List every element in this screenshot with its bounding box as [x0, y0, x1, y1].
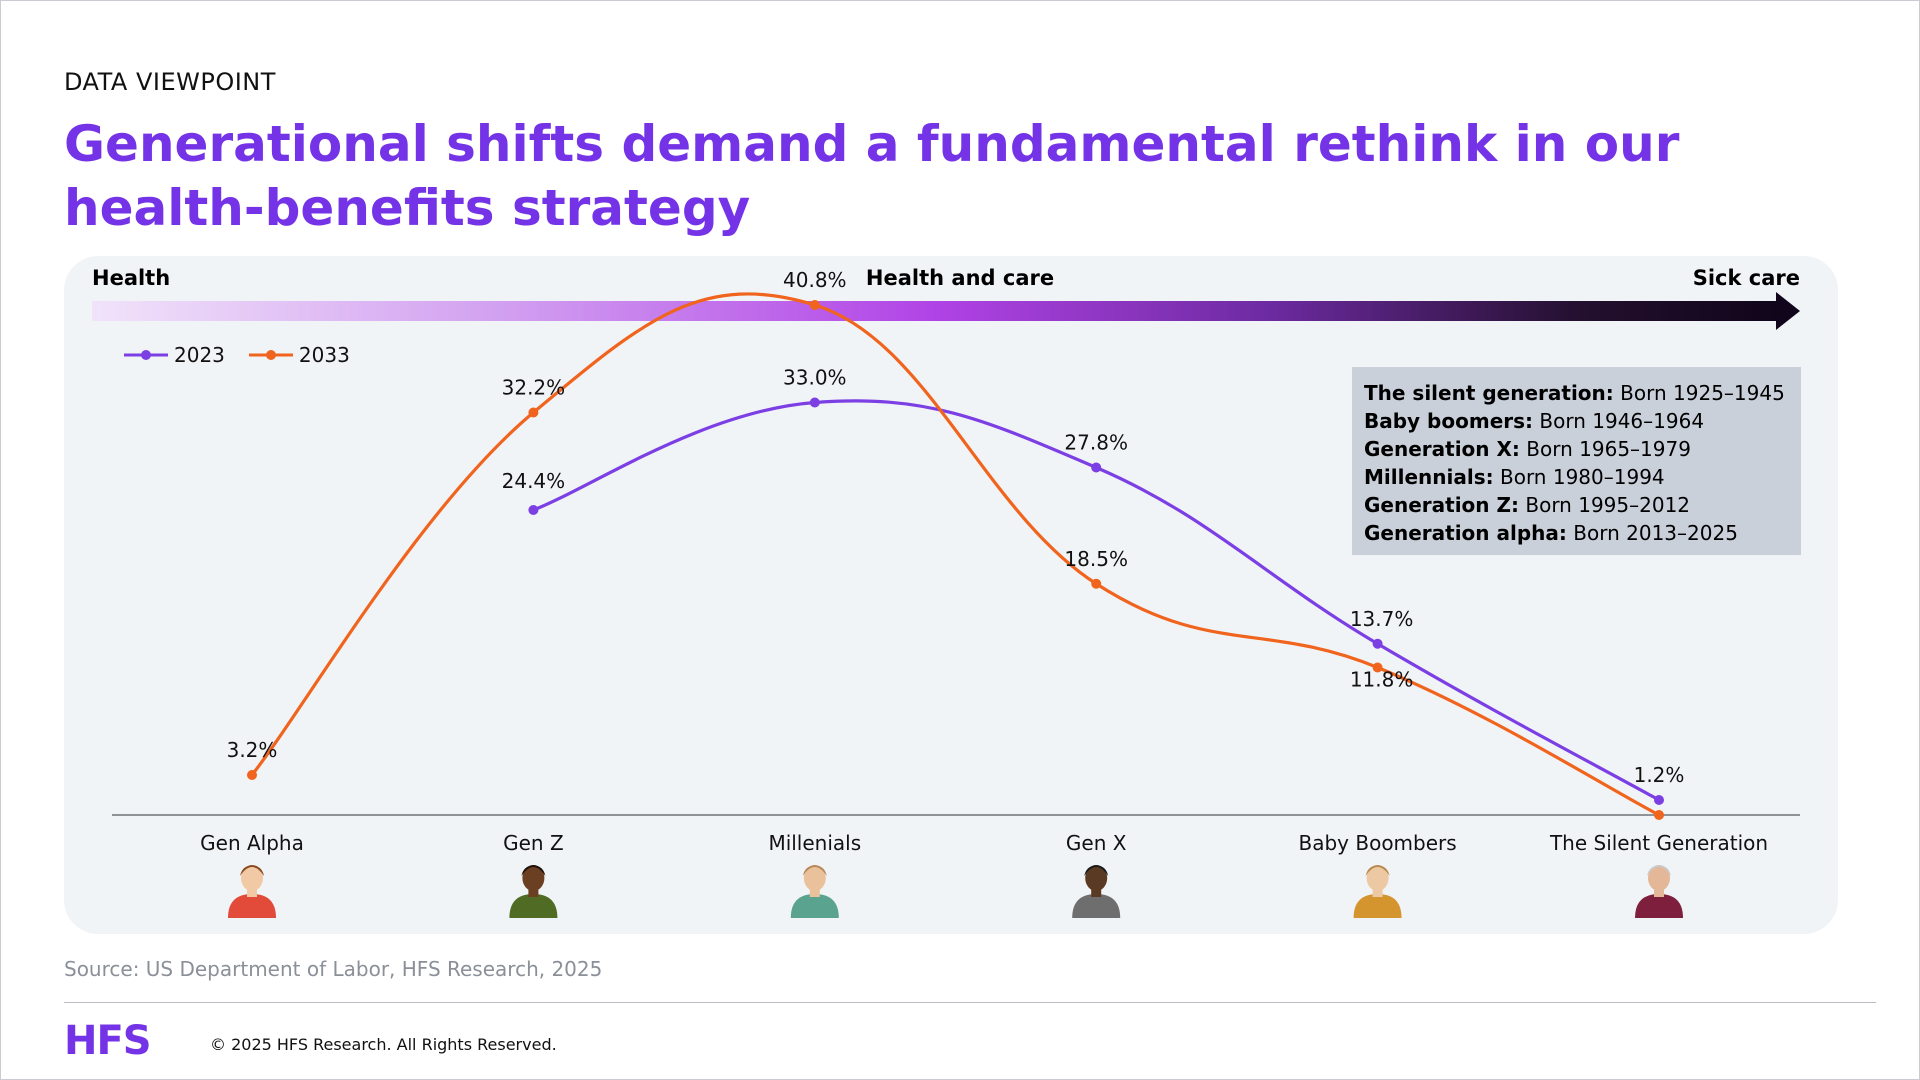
arrow-right-icon [1776, 292, 1800, 330]
definition-row: Millennials: Born 1980–1994 [1364, 463, 1789, 491]
definition-label: The silent generation: [1364, 381, 1614, 405]
bearded-man-avatar-icon [790, 865, 839, 918]
definition-text: Born 1925–1945 [1613, 381, 1785, 405]
data-label-2023: 27.8% [1064, 431, 1128, 455]
legend-item-2033: 2033 [248, 343, 350, 367]
x-tick-label: The Silent Generation [1549, 831, 1768, 855]
woman-in-jacket-avatar-icon [1353, 865, 1402, 918]
elderly-man-avatar-icon [1635, 865, 1683, 918]
scale-label-health-and-care: Health and care [865, 266, 1055, 290]
data-point-2023 [1654, 795, 1664, 805]
legend-label-2033: 2033 [298, 343, 350, 367]
data-label-2033: 18.5% [1064, 547, 1128, 571]
data-label-2033: 11.8% [1350, 668, 1414, 692]
data-label-2033: 3.2% [227, 738, 278, 762]
data-point-2033 [1372, 662, 1383, 673]
generation-definitions-box: The silent generation: Born 1925–1945 Ba… [1352, 367, 1801, 555]
x-tick-label: Baby Boombers [1299, 831, 1457, 855]
data-point-2033 [1091, 578, 1102, 589]
definition-row: Generation Z: Born 1995–2012 [1364, 491, 1789, 519]
chart-legend: 2023 2033 [124, 343, 350, 367]
definition-label: Millennials: [1364, 465, 1494, 489]
series-line-2023 [531, 399, 1661, 802]
data-label-2023: 1.2% [1634, 763, 1685, 787]
definition-row: Generation X: Born 1965–1979 [1364, 435, 1789, 463]
definition-text: Born 1995–2012 [1519, 493, 1691, 517]
data-point-2023 [809, 397, 820, 408]
definition-label: Generation alpha: [1364, 521, 1567, 545]
data-label-2033: 32.2% [502, 376, 566, 400]
data-point-2023 [1372, 638, 1383, 649]
footer-divider [64, 1002, 1876, 1003]
data-point-2023 [1091, 462, 1102, 473]
definition-label: Baby boomers: [1364, 409, 1534, 433]
data-label-2023: 33.0% [783, 366, 847, 390]
data-label-2033: 40.8% [783, 268, 847, 292]
eyebrow-label: DATA VIEWPOINT [64, 68, 276, 96]
definition-label: Generation X: [1364, 437, 1520, 461]
legend-swatch-2033 [248, 350, 293, 360]
definition-text: Born 1946–1964 [1533, 409, 1705, 433]
x-tick-label: Gen Z [503, 831, 564, 855]
legend-item-2023: 2023 [124, 343, 225, 367]
legend-label-2023: 2023 [174, 343, 225, 367]
x-tick-label: Gen X [1066, 831, 1127, 855]
data-label-2023: 24.4% [502, 469, 566, 493]
x-tick-label: Millenials [768, 831, 861, 855]
definition-row: The silent generation: Born 1925–1945 [1364, 379, 1789, 407]
data-point-2033 [809, 300, 820, 310]
definition-label: Generation Z: [1364, 493, 1519, 517]
definition-row: Baby boomers: Born 1946–1964 [1364, 407, 1789, 435]
definition-text: Born 1980–1994 [1493, 465, 1665, 489]
young-person-avatar-icon [509, 865, 558, 918]
data-point-2023 [528, 505, 539, 515]
series-line-2033 [250, 292, 1661, 817]
scale-label-sick-care: Sick care [1692, 266, 1800, 290]
data-point-2033 [1654, 810, 1664, 820]
scale-label-health: Health [92, 266, 171, 290]
definition-text: Born 2013–2025 [1566, 521, 1738, 545]
data-point-2033 [247, 770, 257, 780]
source-note: Source: US Department of Labor, HFS Rese… [64, 957, 603, 981]
child-avatar-icon [228, 865, 276, 918]
copyright-text: © 2025 HFS Research. All Rights Reserved… [210, 1035, 557, 1054]
definition-text: Born 1965–1979 [1519, 437, 1691, 461]
legend-swatch-2023 [124, 350, 168, 360]
x-tick-label: Gen Alpha [200, 831, 304, 855]
data-point-2033 [528, 407, 539, 418]
definition-row: Generation alpha: Born 2013–2025 [1364, 519, 1789, 547]
man-in-vest-avatar-icon [1072, 865, 1121, 918]
hfs-logo: HFS [64, 1018, 152, 1064]
health-gradient-bar [92, 301, 1778, 321]
page-title: Generational shifts demand a fundamental… [64, 115, 1680, 237]
data-label-2023: 13.7% [1350, 607, 1414, 631]
